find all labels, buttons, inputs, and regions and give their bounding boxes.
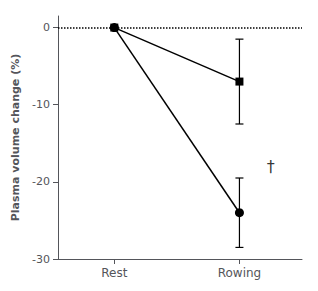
svg-text:Rest: Rest xyxy=(101,266,127,280)
svg-text:-10: -10 xyxy=(32,98,50,111)
svg-text:Plasma volume change (%): Plasma volume change (%) xyxy=(9,54,22,221)
svg-text:-30: -30 xyxy=(32,253,50,266)
svg-text:Rowing: Rowing xyxy=(218,266,262,280)
svg-text:†: † xyxy=(267,157,275,176)
svg-text:0: 0 xyxy=(43,21,50,34)
svg-text:-20: -20 xyxy=(32,175,50,188)
